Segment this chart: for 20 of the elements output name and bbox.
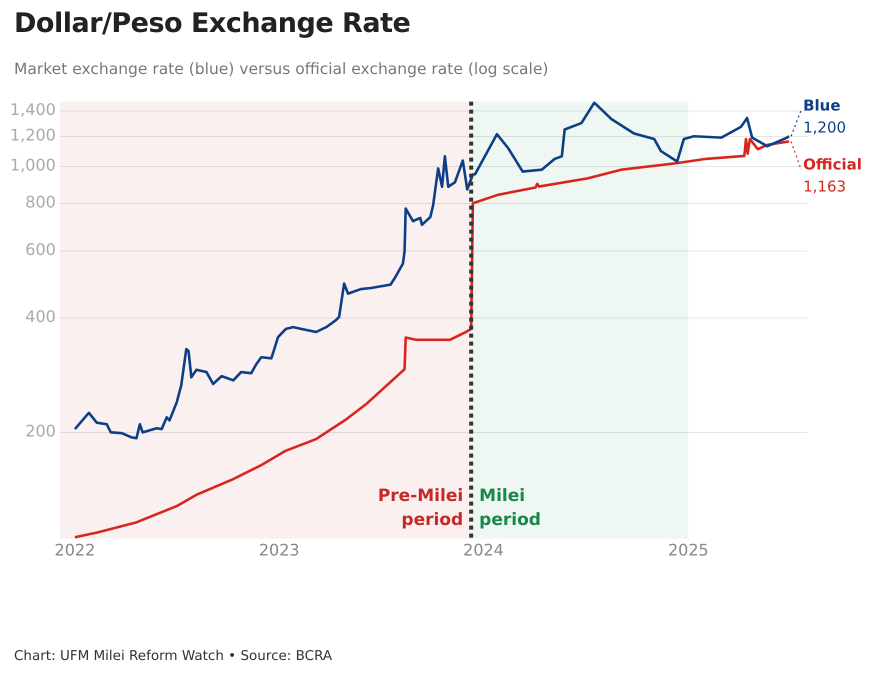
y-tick-label: 400 [25,306,56,326]
x-tick-label: 2022 [54,540,96,560]
y-tick-label: 800 [25,192,56,212]
y-tick-label: 200 [25,421,56,440]
y-tick-label: 600 [25,240,56,259]
text: Chart: UFM Milei Reform Watch • Source: BCRA [14,648,332,664]
x-tick-label: 2023 [258,540,300,560]
x-tick-label: 2024 [463,540,504,560]
band-label: Milei period [479,486,541,530]
series-label: Blue [803,96,841,114]
legend-label: Official [803,155,862,174]
y-tick-label: 1,400 [10,100,56,119]
y-tick-label: 1,200 [10,125,56,144]
annotation: 1,163 [803,177,846,196]
band-label: Pre-Milei period [378,486,464,530]
chart-subtitle: Market exchange rate (blue) versus official exchange rate (log scale) [14,60,548,78]
x-tick-label: 2025 [668,540,709,560]
y-tick-label: 1,000 [10,156,56,175]
annotation: 1,200 [803,118,846,136]
chart-title: Dollar/Peso Exchange Rate [14,8,410,39]
